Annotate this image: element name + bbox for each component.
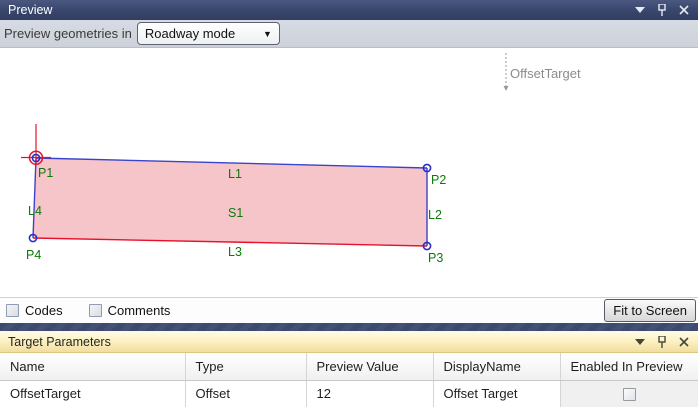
- offset-target-label: OffsetTarget: [510, 66, 581, 81]
- column-header-name[interactable]: Name: [0, 353, 186, 381]
- geometry-drawing: OffsetTarget P1 P2: [21, 53, 581, 265]
- target-parameters-panel: Target Parameters: [0, 331, 698, 407]
- chevron-down-icon[interactable]: [634, 4, 646, 16]
- panel-splitter[interactable]: [0, 323, 698, 331]
- label-p3: P3: [428, 251, 443, 265]
- mode-dropdown-value: Roadway mode: [144, 26, 236, 41]
- column-header-type[interactable]: Type: [185, 353, 307, 381]
- close-icon[interactable]: [678, 4, 690, 16]
- label-s1: S1: [228, 206, 243, 220]
- target-parameters-titlebar: Target Parameters: [0, 331, 698, 353]
- table-row[interactable]: OffsetTarget Offset 12 Offset Target: [0, 380, 698, 407]
- preview-canvas[interactable]: OffsetTarget P1 P2: [0, 48, 698, 297]
- target-parameters-table: Name Type Preview Value DisplayName Enab…: [0, 353, 698, 407]
- preview-geometries-label: Preview geometries in: [4, 26, 132, 41]
- point-p2[interactable]: [422, 163, 432, 173]
- mode-dropdown[interactable]: Roadway mode ▼: [136, 22, 280, 45]
- label-p1: P1: [38, 166, 53, 180]
- column-header-preview-value[interactable]: Preview Value: [306, 353, 434, 381]
- codes-label: Codes: [25, 303, 63, 318]
- cell-enabled-in-preview: [560, 380, 698, 407]
- label-p2: P2: [431, 173, 446, 187]
- point-p3[interactable]: [422, 241, 432, 251]
- selection-circle: [28, 150, 44, 166]
- enabled-in-preview-checkbox[interactable]: [622, 388, 636, 402]
- line-l3[interactable]: [32, 237, 428, 247]
- point-p1[interactable]: [31, 153, 41, 163]
- line-l1[interactable]: [35, 157, 428, 169]
- surface-s1[interactable]: [33, 158, 427, 246]
- preview-panel: Preview: [0, 0, 698, 323]
- label-l3: L3: [228, 245, 242, 259]
- point-p4[interactable]: [28, 233, 38, 243]
- preview-toolbar: Preview geometries in Roadway mode ▼: [0, 20, 698, 48]
- column-header-displayname[interactable]: DisplayName: [433, 353, 561, 381]
- cell-name[interactable]: OffsetTarget: [0, 380, 186, 407]
- preview-titlebar: Preview: [0, 0, 698, 20]
- dropdown-arrow-icon: ▼: [262, 28, 272, 39]
- comments-checkbox[interactable]: [88, 304, 102, 317]
- codes-checkbox[interactable]: [6, 304, 19, 317]
- comments-label: Comments: [107, 303, 171, 318]
- label-p4: P4: [26, 248, 41, 262]
- cell-type[interactable]: Offset: [185, 380, 307, 407]
- label-l4: L4: [28, 204, 42, 218]
- fit-to-screen-button[interactable]: Fit to Screen: [604, 299, 696, 322]
- cell-preview-value[interactable]: 12: [306, 380, 434, 407]
- table-header-row: Name Type Preview Value DisplayName Enab…: [0, 353, 698, 381]
- pin-icon[interactable]: [656, 4, 668, 16]
- preview-panel-title: Preview: [8, 3, 53, 17]
- preview-footer: Codes Comments Fit to Screen: [0, 297, 698, 323]
- pin-icon[interactable]: [656, 335, 668, 348]
- cell-display-name[interactable]: Offset Target: [433, 380, 561, 407]
- line-l4[interactable]: [32, 157, 37, 239]
- label-l1: L1: [228, 167, 242, 181]
- close-icon[interactable]: [678, 336, 690, 348]
- offset-target-arrow-icon: [503, 86, 509, 91]
- column-header-enabled-in-preview[interactable]: Enabled In Preview: [560, 353, 698, 381]
- label-l2: L2: [428, 208, 442, 222]
- chevron-down-icon[interactable]: [634, 336, 646, 348]
- target-parameters-title: Target Parameters: [8, 334, 111, 349]
